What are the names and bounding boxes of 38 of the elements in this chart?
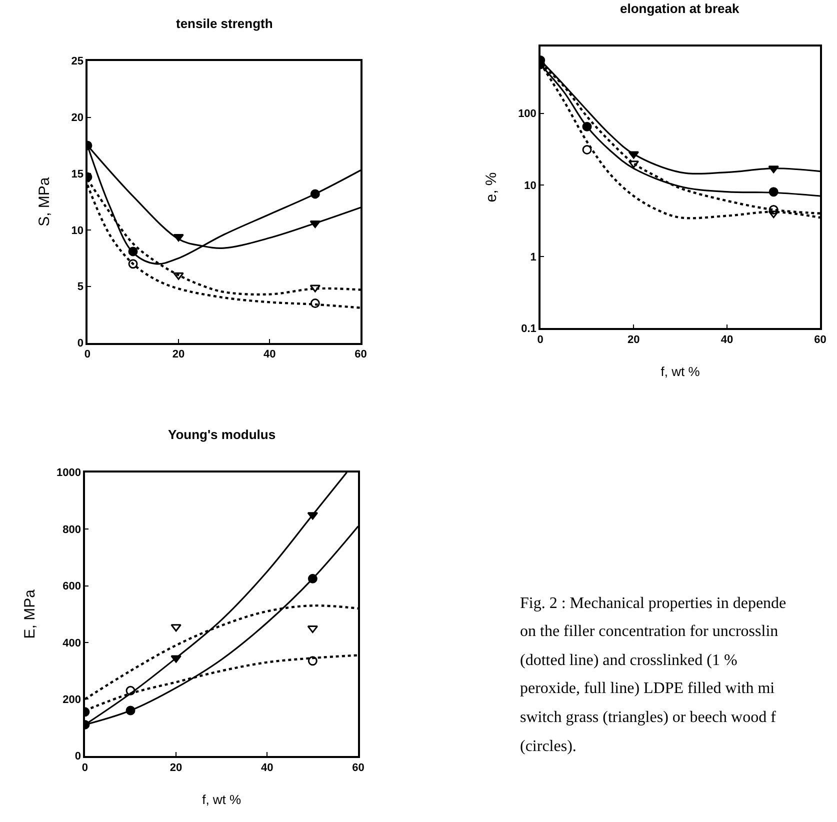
y-tick-label: 1 [530, 251, 536, 264]
y-tick-label: 10 [524, 180, 536, 192]
text: (circles). [520, 738, 576, 755]
x-tick-label: 20 [628, 334, 640, 346]
y-tick-label: 600 [62, 580, 82, 593]
y-tick-label: 0.1 [521, 323, 536, 336]
text: (dotted line) and crosslinked (1 % [520, 652, 738, 669]
y-tick-label: 15 [71, 168, 84, 180]
y-tick-label: 100 [518, 108, 536, 120]
y-axis-title: e, % [482, 172, 500, 202]
x-tick-label: 20 [170, 762, 182, 774]
y-tick-label: 1000 [56, 467, 82, 480]
y-axis-title: E, MPa [21, 588, 38, 639]
caption: Fig. 2 : Mechanical properties in depende [520, 595, 786, 612]
y-tick-label: 25 [71, 56, 84, 68]
x-tick-label: 60 [814, 334, 826, 346]
text: on the filler concentration for uncrosslin [520, 623, 778, 640]
y-tick-label: 0 [74, 750, 82, 763]
chart-title: Young's modulus [168, 427, 276, 442]
chart-title: elongation at break [620, 1, 740, 16]
y-tick-label: 800 [62, 524, 82, 536]
x-tick-label: 60 [354, 348, 367, 361]
y-tick-label: 10 [71, 224, 84, 237]
x-tick-label: 20 [172, 348, 185, 361]
y-tick-label: 400 [62, 637, 82, 650]
y-tick-label: 20 [71, 112, 84, 124]
y-tick-label: 200 [62, 694, 82, 706]
text: peroxide, full line) LDPE filled with mi [520, 680, 776, 697]
x-tick-label: 40 [263, 348, 276, 361]
x-tick-label: 40 [261, 762, 274, 774]
x-axis-title: f, wt % [202, 792, 242, 807]
text: switch grass (triangles) or beech wood f [520, 709, 777, 726]
x-tick-label: 60 [352, 762, 364, 774]
chart-title: tensile strength [176, 16, 273, 31]
x-tick-label: 40 [720, 334, 734, 346]
y-tick-label: 5 [77, 281, 84, 294]
x-axis-title: f, wt % [660, 364, 700, 380]
y-axis-title: S, MPa [36, 176, 54, 226]
